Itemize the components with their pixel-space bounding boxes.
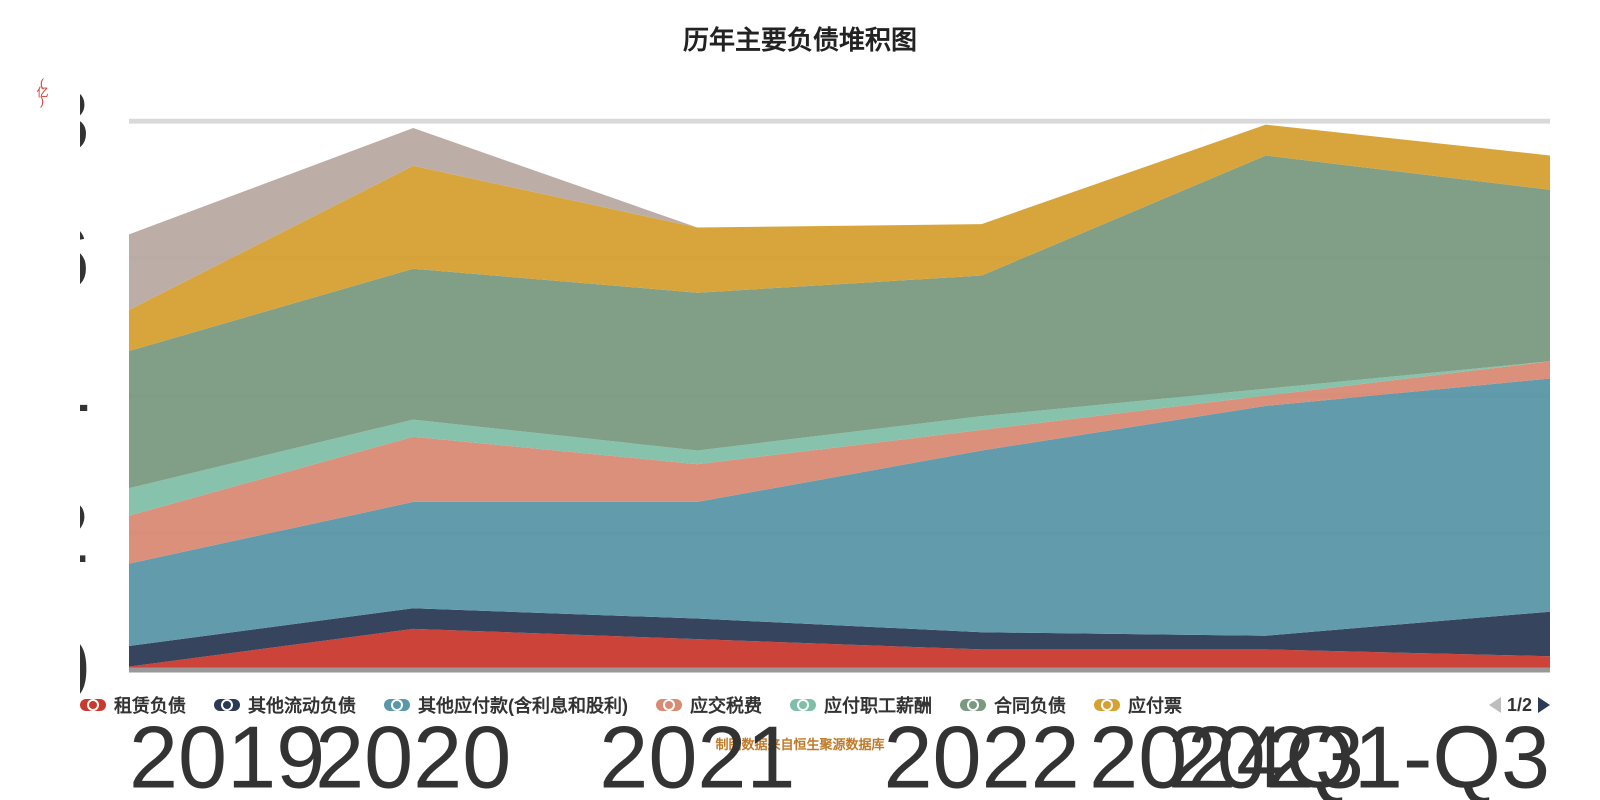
svg-text:2020: 2020	[315, 708, 511, 800]
legend-swatch-icon	[80, 699, 106, 711]
svg-text:2: 2	[80, 482, 90, 581]
svg-text:2021: 2021	[599, 708, 795, 800]
svg-text:2019: 2019	[129, 708, 325, 800]
svg-text:2024Q1-Q3: 2024Q1-Q3	[1089, 708, 1550, 800]
legend-swatch-icon	[384, 699, 410, 711]
legend-swatch-icon	[214, 699, 240, 711]
stacked-area-plot: 02468201920202021202220232024Q1-Q3	[80, 82, 1550, 800]
legend-swatch-icon	[790, 699, 816, 711]
svg-text:6: 6	[80, 208, 90, 307]
y-axis-unit: (亿)	[34, 76, 51, 104]
chart-area: (亿) 02468201920202021202220232024Q1-Q3	[40, 82, 1560, 672]
svg-text:8: 8	[80, 82, 90, 170]
legend-swatch-icon	[1094, 699, 1120, 711]
svg-text:2022: 2022	[884, 708, 1080, 800]
svg-text:4: 4	[80, 345, 90, 444]
legend-swatch-icon	[960, 699, 986, 711]
legend-swatch-icon	[656, 699, 682, 711]
chart-title: 历年主要负债堆积图	[40, 20, 1560, 57]
